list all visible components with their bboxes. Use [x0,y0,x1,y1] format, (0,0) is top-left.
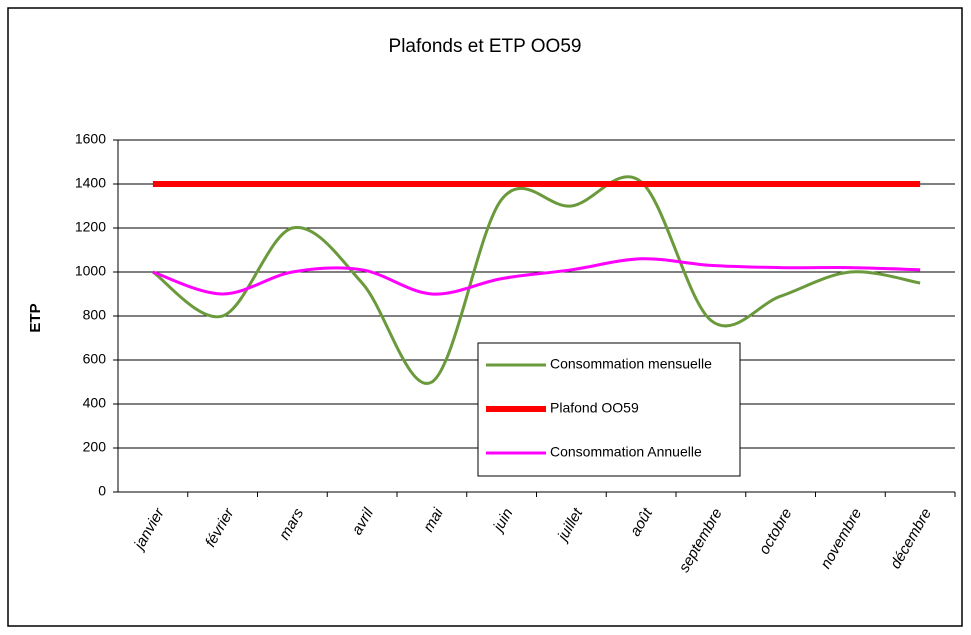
chart-frame [7,7,963,627]
y-tick-label: 400 [83,395,107,411]
y-tick-label: 1400 [75,175,106,191]
series-line [152,257,921,296]
y-tick-label: 600 [83,351,107,367]
y-tick-label: 0 [98,483,106,499]
legend-label: Consommation mensuelle [550,356,712,372]
legend-label: Plafond OO59 [550,400,639,416]
y-tick-label: 800 [83,307,107,323]
legend-label: Consommation Annuelle [550,444,702,460]
y-axis-label: ETP [27,303,44,332]
y-tick-label: 200 [83,439,107,455]
series-line [151,175,921,385]
y-tick-label: 1600 [75,131,106,147]
y-tick-label: 1200 [75,219,106,235]
chart-title: Plafonds et ETP OO59 [389,36,582,57]
y-tick-label: 1000 [75,263,106,279]
